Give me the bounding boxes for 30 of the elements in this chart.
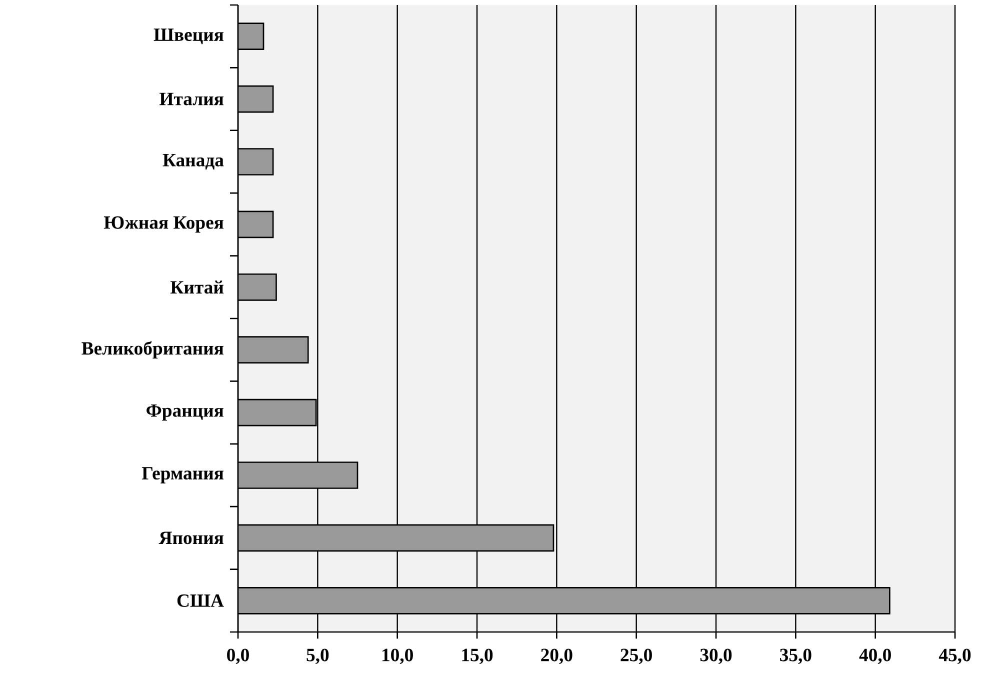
y-tick-label: Франция — [146, 404, 224, 421]
bar — [238, 85, 274, 113]
bar — [238, 273, 277, 301]
y-tick-label: США — [177, 594, 224, 607]
y-tick-label: Великобритания — [82, 341, 224, 359]
x-tick-label: 10,0 — [382, 648, 413, 664]
y-tick-label: Япония — [158, 532, 224, 544]
x-tick-label: 20,0 — [541, 648, 572, 664]
x-tick-label: 35,0 — [780, 648, 812, 664]
y-tick-label: Южная Корея — [104, 216, 224, 233]
x-tick-label: 30,0 — [700, 648, 732, 664]
bar — [238, 462, 358, 489]
x-tick-label: 40,0 — [859, 648, 891, 664]
bar — [238, 22, 264, 50]
bar — [238, 148, 274, 176]
bar — [238, 398, 317, 426]
bar — [238, 524, 554, 552]
y-tick-label: Швеция — [154, 28, 224, 44]
x-tick-label: 0,0 — [227, 648, 249, 664]
y-tick-label: Канада — [162, 154, 224, 170]
bar — [238, 336, 309, 364]
x-tick-label: 25,0 — [620, 648, 652, 664]
x-tick-label: 45,0 — [938, 648, 971, 664]
bar — [238, 586, 890, 614]
x-tick-label: 15,0 — [462, 648, 493, 664]
y-tick-label: Китай — [170, 280, 224, 294]
y-tick-label: Германия — [142, 467, 224, 484]
x-tick-label: 5,0 — [306, 648, 329, 664]
bar — [238, 210, 274, 238]
y-tick-label: Италия — [160, 92, 224, 106]
